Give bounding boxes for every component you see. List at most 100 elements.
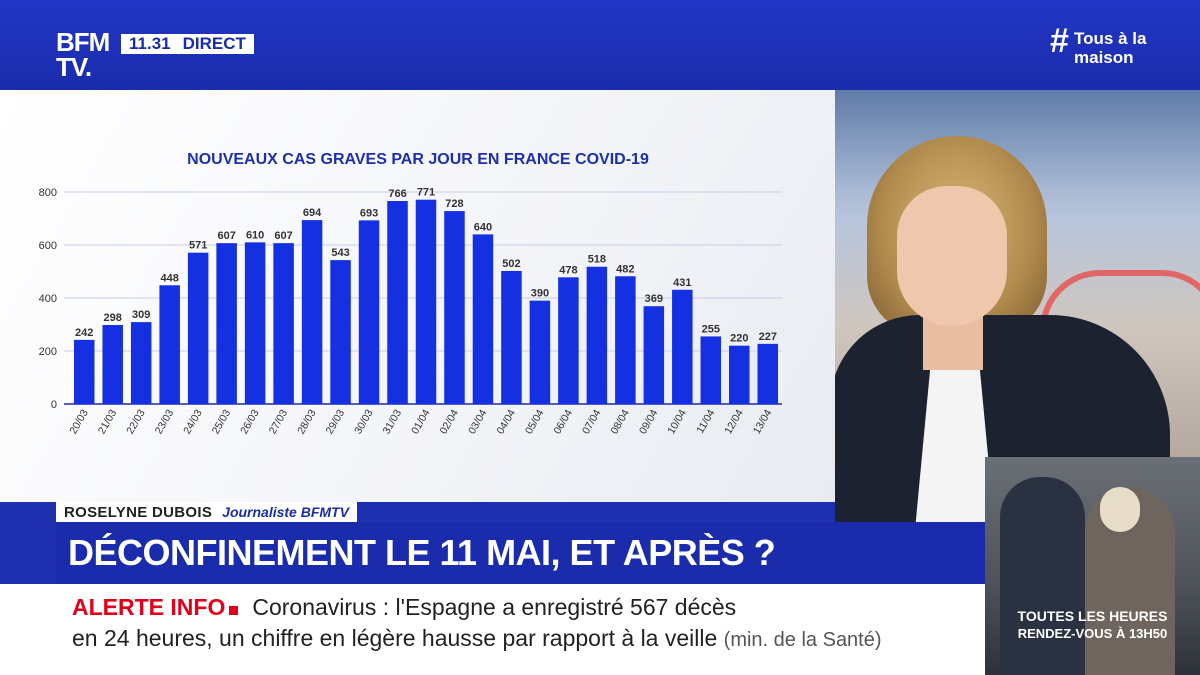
data-label: 448 [161,272,179,284]
x-tick-label: 03/04 [466,407,490,436]
hashtag-line-2: maison [1074,48,1134,67]
bar [615,276,636,404]
x-tick-label: 05/04 [523,407,547,436]
x-tick-label: 02/04 [438,407,462,436]
alert-label-text: ALERTE INFO [72,594,226,620]
bar-chart: NOUVEAUX CAS GRAVES PAR JOUR EN FRANCE C… [39,151,782,436]
data-label: 607 [217,230,235,242]
logo-line-1: BFM [56,27,110,57]
y-tick-label: 600 [39,240,57,252]
x-tick-label: 27/03 [267,407,291,436]
x-tick-label: 07/04 [580,407,604,436]
x-tick-label: 24/03 [181,407,205,436]
data-label: 607 [274,230,292,242]
alert-label: ALERTE INFO [72,594,239,621]
x-tick-label: 10/04 [665,407,689,436]
data-labels: 242 298 309 448 571 607 610 607 694 543 693 766 771 7… [75,187,777,345]
chart-title: NOUVEAUX CAS GRAVES PAR JOUR EN FRANCE C… [187,151,649,168]
ticker-line-2: en 24 heures, un chiffre en légère hauss… [72,625,882,652]
data-label: 298 [104,312,122,324]
x-tick-label: 06/04 [551,407,575,436]
x-tick-label: 09/04 [637,407,661,436]
hashtag-line-1: Tous à la [1074,29,1147,48]
data-label: 369 [645,293,663,305]
data-label: 518 [588,254,606,266]
data-label: 390 [531,288,549,300]
data-label: 694 [303,207,322,219]
data-label: 771 [417,187,435,199]
ticker-source: (min. de la Santé) [723,629,882,651]
inset-caption: TOUTES LES HEURES RENDEZ-VOUS À 13H50 [985,608,1200,642]
x-tick-label: 28/03 [295,407,319,436]
data-label: 543 [331,247,349,259]
bar [444,211,465,404]
bar [301,220,323,404]
bar [672,289,693,404]
ticker-message-1: Coronavirus : l'Espagne a enregistré 567… [252,594,737,620]
bar [102,325,123,404]
presenter-name: ROSELYNE DUBOIS [64,503,213,521]
y-tick-label: 800 [39,187,57,199]
x-tick-label: 20/03 [67,407,91,436]
clock-time: 11.31 [129,34,171,53]
bar [187,252,209,404]
bar [529,300,551,404]
bar [729,345,750,404]
inset-person-1 [1000,477,1085,675]
y-axis-ticks: 0 200 400 600 800 [39,187,57,411]
bar [73,339,95,404]
data-label: 502 [502,258,520,270]
data-label: 571 [189,240,207,252]
data-label: 640 [474,221,492,233]
bar [415,199,437,404]
data-label: 728 [445,198,463,210]
data-label: 693 [360,207,378,219]
x-tick-label: 23/03 [153,407,177,436]
inset-person-2-hat [1100,487,1140,532]
hashtag-icon: # [1050,22,1069,60]
x-tick-label: 13/04 [751,407,775,436]
headline-bar: DÉCONFINEMENT LE 11 MAI, ET APRÈS ? [56,522,985,584]
alert-dot-icon [229,606,239,615]
x-tick-label: 12/04 [722,407,746,436]
x-axis-ticks: 20/03 21/03 22/03 23/03 24/03 25/03 26/03 27/03… [67,407,774,436]
y-tick-label: 0 [51,399,57,411]
bar [700,336,722,404]
data-label: 242 [75,327,93,339]
bar [130,322,152,404]
x-tick-label: 01/04 [409,407,433,436]
news-ticker: ALERTE INFO Coronavirus : l'Espagne a en… [0,584,985,675]
x-tick-label: 22/03 [124,407,148,436]
inset-caption-line-2: RENDEZ-VOUS À 13H50 [1017,626,1168,641]
bar [757,343,779,404]
bar [330,260,351,404]
logo-line-2: TV. [56,52,92,82]
x-tick-label: 11/04 [694,407,717,435]
ticker-line-1: ALERTE INFO Coronavirus : l'Espagne a en… [72,594,736,621]
bar [501,270,522,404]
x-tick-label: 08/04 [608,407,632,436]
x-tick-label: 29/03 [324,407,348,436]
inset-video [985,457,1200,675]
presenter-face [897,186,1007,326]
presenter-video [835,90,1200,522]
live-label: DIRECT [182,34,246,53]
data-label: 220 [730,333,748,345]
bar [244,242,266,404]
bar [643,306,665,404]
x-tick-label: 21/03 [96,407,120,436]
bar [387,201,408,404]
x-tick-label: 25/03 [210,407,234,436]
data-label: 610 [246,229,264,241]
live-badge: 11.31 DIRECT [121,34,254,54]
data-label: 482 [616,263,634,275]
data-label: 478 [559,264,577,276]
y-tick-label: 200 [39,346,57,358]
data-label: 309 [132,309,150,321]
headline-text: DÉCONFINEMENT LE 11 MAI, ET APRÈS ? [68,532,776,573]
bar [216,243,237,404]
ticker-message-2: en 24 heures, un chiffre en légère hauss… [72,625,718,651]
data-label: 766 [388,188,406,200]
y-tick-label: 400 [39,293,57,305]
bfmtv-logo: BFM TV. [56,27,114,84]
